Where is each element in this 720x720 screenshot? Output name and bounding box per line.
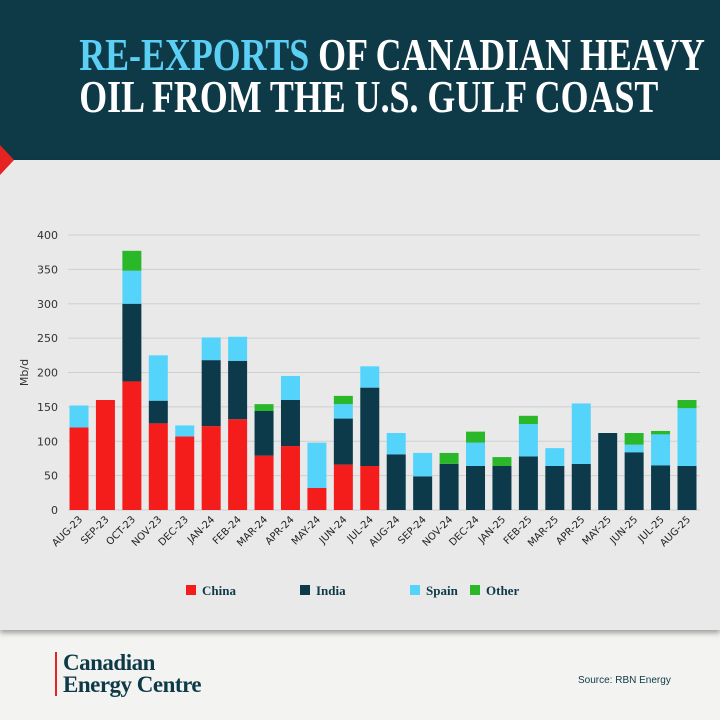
y-tick-label: 200: [37, 367, 58, 380]
bar-china: [148, 423, 168, 510]
bar-india: [386, 454, 406, 510]
x-tick-label: AUG-23: [50, 514, 85, 549]
legend-label-china: China: [202, 583, 236, 598]
bar-india: [466, 466, 486, 510]
bar-other: [466, 431, 486, 443]
y-tick-label: 250: [37, 332, 58, 345]
bar-india: [280, 400, 300, 447]
header-banner: RE-EXPORTS OF CANADIAN HEAVY OIL FROM TH…: [0, 0, 720, 160]
canadian-energy-centre-logo: Canadian Energy Centre: [55, 650, 202, 697]
logo-line-2: Energy Centre: [63, 672, 202, 697]
bar-india: [122, 303, 142, 382]
bar-other: [677, 400, 697, 409]
y-tick-label: 150: [37, 401, 58, 414]
bar-india: [651, 465, 671, 510]
bar-spain: [201, 337, 221, 361]
bar-spain: [69, 405, 89, 428]
bar-india: [228, 360, 248, 420]
logo-line-1: Canadian: [63, 650, 155, 675]
bar-india: [254, 411, 274, 456]
bar-spain: [333, 404, 353, 419]
bar-other: [624, 433, 644, 445]
bar-china: [254, 455, 274, 510]
legend-label-spain: Spain: [426, 583, 459, 598]
legend-label-other: Other: [486, 583, 519, 598]
title-highlight: RE-EXPORTS: [79, 29, 310, 80]
bar-china: [228, 419, 248, 510]
y-axis-label: Mb/d: [18, 359, 31, 386]
bar-china: [280, 446, 300, 510]
bar-spain: [677, 408, 697, 466]
bar-india: [518, 456, 538, 510]
y-tick-label: 0: [51, 504, 58, 517]
legend-swatch-spain: [410, 585, 420, 595]
bar-other: [651, 430, 671, 435]
bar-spain: [651, 434, 671, 466]
bar-india: [201, 360, 221, 427]
bar-india: [333, 418, 353, 465]
bar-spain: [228, 336, 248, 361]
bar-india: [624, 452, 644, 510]
bar-china: [95, 400, 115, 510]
title-line-1: RE-EXPORTS OF CANADIAN HEAVY: [79, 28, 705, 81]
bar-spain: [175, 425, 195, 437]
bar-india: [148, 400, 168, 424]
bar-spain: [386, 433, 406, 455]
bar-india: [492, 466, 512, 510]
bar-india: [360, 387, 380, 466]
x-tick-label: DEC-23: [157, 514, 191, 548]
legend-swatch-china: [186, 585, 196, 595]
bar-china: [69, 427, 89, 510]
bar-india: [571, 463, 591, 510]
bar-china: [360, 466, 380, 510]
x-tick-label: MAY-24: [290, 514, 323, 547]
legend-label-india: India: [316, 583, 346, 598]
bar-spain: [360, 366, 380, 388]
chart-panel: 0 50 100 150 200 250 300 350 400 Mb/d AUG-23 SEP-23…: [0, 160, 720, 630]
bar-india: [413, 476, 433, 510]
bar-other: [439, 452, 459, 464]
bar-china: [333, 464, 353, 510]
bar-spain: [413, 452, 433, 477]
y-tick-label: 50: [44, 470, 58, 483]
bar-china: [201, 426, 221, 510]
title-rest: OF CANADIAN HEAVY: [309, 29, 705, 80]
bar-india: [677, 466, 697, 510]
bar-other: [492, 457, 512, 466]
bar-other: [518, 415, 538, 425]
bar-spain: [307, 442, 327, 488]
bar-china: [122, 381, 142, 510]
y-tick-label: 400: [37, 229, 58, 242]
bar-india: [439, 463, 459, 510]
bar-spain: [148, 355, 168, 401]
x-tick-label: JUN-24: [317, 514, 350, 547]
bar-spain: [466, 442, 486, 466]
y-tick-label: 100: [37, 435, 58, 448]
x-tick-label: MAY-25: [581, 514, 614, 547]
y-tick-label: 350: [37, 263, 58, 276]
y-tick-label: 300: [37, 298, 58, 311]
bar-other: [122, 250, 142, 271]
bar-spain: [545, 448, 565, 466]
red-accent-triangle: [0, 145, 14, 175]
bar-spain: [571, 403, 591, 464]
legend-swatch-india: [300, 585, 310, 595]
stacked-bar-chart: 050100150200250300350400Mb/dAUG-23SEP-23…: [18, 229, 700, 598]
x-tick-label: JUN-25: [608, 514, 641, 547]
bar-spain: [280, 375, 300, 400]
bar-china: [307, 488, 327, 510]
x-tick-label: DEC-24: [447, 514, 481, 548]
title-line-2: OIL FROM THE U.S. GULF COAST: [79, 71, 659, 122]
bar-other: [254, 404, 274, 411]
bar-china: [175, 436, 195, 510]
legend-swatch-other: [470, 585, 480, 595]
source-note: Source: RBN Energy: [578, 675, 671, 686]
bar-other: [333, 395, 353, 405]
bar-spain: [122, 270, 142, 304]
bar-spain: [518, 424, 538, 457]
bar-spain: [624, 444, 644, 453]
bar-india: [598, 433, 618, 510]
bar-india: [545, 466, 565, 510]
